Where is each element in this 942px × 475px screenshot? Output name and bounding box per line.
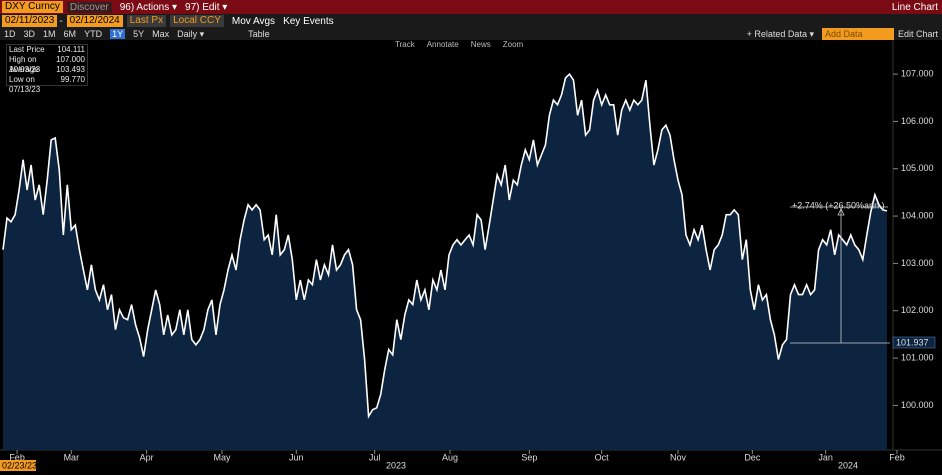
year-label: 2024 (838, 460, 858, 470)
mov-avgs[interactable]: Mov Avgs (231, 15, 276, 27)
bracket-arrow (837, 208, 845, 216)
legend-value: 104.111 (57, 45, 85, 54)
x-tick-label: Apr (140, 452, 154, 462)
period-button[interactable]: 1Y (110, 29, 126, 39)
x-tick-label: Jan (818, 452, 833, 462)
tool-button[interactable]: Track (395, 40, 415, 49)
price-line (2, 72, 888, 419)
tool-button[interactable]: News (470, 40, 491, 49)
legend-item: Average 103.493 (7, 65, 87, 75)
x-tick-label: Oct (595, 452, 610, 462)
x-tick-label: Sep (521, 452, 537, 462)
legend-label: High on 10/03/23 (9, 55, 41, 74)
period-bar: 1D 3D 1M 6M YTD 1Y 5Y Max Daily ▾ Table + Relat… (0, 28, 942, 40)
legend-label: Last Price (9, 45, 45, 54)
cursor-date: 02/23/23 (2, 460, 37, 470)
price-tag: 101.937 (896, 337, 929, 347)
legend: Last Price 104.111 High on 10/03/23 107.000… (6, 44, 88, 94)
y-tick-label: 106.000 (901, 116, 934, 126)
legend-value: 103.493 (56, 65, 85, 74)
x-tick-label: Aug (442, 452, 458, 462)
title-bar: DXY Curncy Discover 96) Actions ▾ 97) Ed… (0, 0, 942, 14)
x-tick-label: Mar (64, 452, 80, 462)
legend-item: High on 10/03/23 107.000 (7, 55, 87, 74)
end-date[interactable]: 02/12/2024 (66, 15, 123, 27)
view-name: Line Chart (891, 1, 938, 13)
y-tick-label: 105.000 (901, 163, 934, 173)
table-button[interactable]: Table (248, 29, 270, 39)
y-tick-label: 103.000 (901, 258, 934, 268)
ticker-input[interactable]: DXY Curncy (2, 1, 63, 13)
period-button[interactable]: 1D (4, 29, 16, 39)
area-fill (3, 74, 887, 450)
tool-button[interactable]: Annotate (426, 40, 459, 49)
currency-select[interactable]: Local CCY (170, 15, 224, 27)
period-button[interactable]: 1M (43, 29, 56, 39)
chart: 100.000 101.000 102.000 103.000 104.000 105.0… (0, 40, 942, 475)
cursor-date-box (0, 460, 36, 471)
field-select[interactable]: Last Px (126, 15, 167, 27)
period-button[interactable]: 3D (23, 29, 36, 39)
legend-value: 99.770 (60, 75, 85, 84)
legend-value: 107.000 (56, 55, 85, 64)
periods: 1D 3D 1M 6M YTD 1Y 5Y Max (0, 29, 173, 39)
key-events[interactable]: Key Events (283, 15, 334, 27)
tool-button[interactable]: Zoom (502, 40, 524, 49)
period-button[interactable]: 5Y (133, 29, 145, 39)
period-button[interactable]: YTD (84, 29, 103, 39)
date-separator: - (59, 15, 63, 27)
legend-item: Last Price 104.111 (7, 45, 87, 55)
x-tick-label: Feb (889, 452, 905, 462)
legend-label: Average (9, 65, 39, 74)
y-tick-label: 102.000 (901, 305, 934, 315)
frequency[interactable]: Daily ▾ (177, 28, 205, 39)
y-tick-label: 100.000 (901, 400, 934, 410)
annotation: +2.74% (+26.50%ann.) (792, 200, 885, 210)
year-label: 2023 (386, 460, 406, 470)
y-tick-label: 107.000 (901, 68, 934, 78)
price-tag-box (892, 336, 936, 349)
x-tick-label: Jul (369, 452, 381, 462)
settings-bar: 02/11/2023 - 02/12/2024 Last Px Local CC… (0, 14, 942, 28)
add-data[interactable]: Add Data (821, 28, 894, 40)
x-tick-label: Nov (670, 452, 687, 462)
edit-chart[interactable]: Edit Chart (897, 29, 938, 39)
period-button[interactable]: 6M (63, 29, 77, 39)
start-date[interactable]: 02/11/2023 (2, 15, 58, 27)
legend-label: Low on 07/13/23 (9, 75, 41, 94)
x-tick-label: Feb (9, 452, 25, 462)
related-data[interactable]: + Related Data ▾ (746, 28, 814, 39)
y-tick-label: 104.000 (901, 210, 934, 220)
actions-menu[interactable]: 96) Actions ▾ (119, 1, 178, 13)
x-tick-label: Jun (289, 452, 304, 462)
x-tick-label: Dec (744, 452, 761, 462)
legend-item: Low on 07/13/23 99.770 (7, 75, 87, 94)
y-tick-label: 101.000 (901, 352, 934, 362)
discover[interactable]: Discover (66, 1, 112, 13)
period-button[interactable]: Max (152, 29, 170, 39)
x-tick-label: May (213, 452, 231, 462)
edit-menu[interactable]: 97) Edit ▾ (185, 1, 228, 13)
chart-tools: Track Annotate News Zoom (395, 40, 523, 49)
